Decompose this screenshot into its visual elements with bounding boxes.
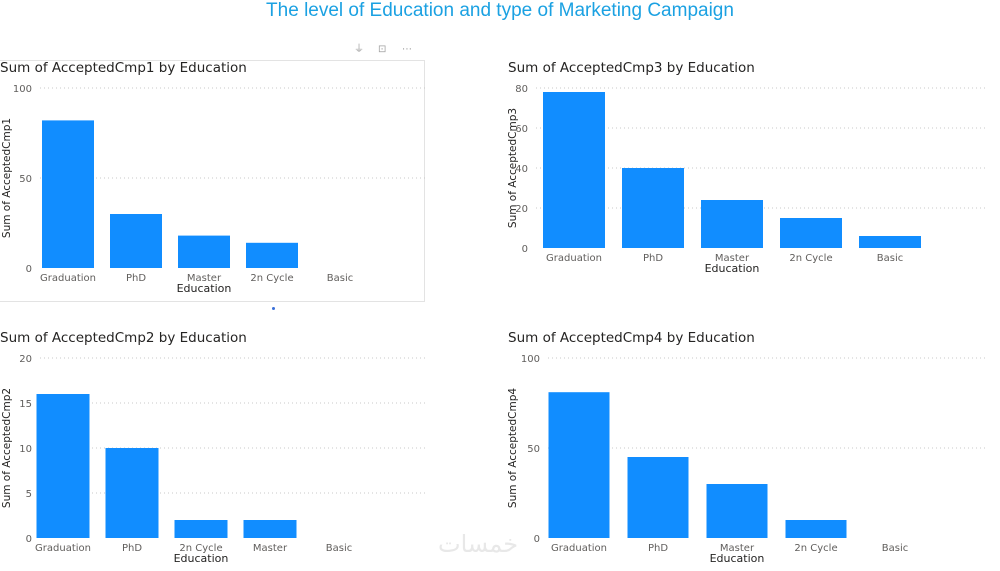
chart-title: Sum of AcceptedCmp3 by Education bbox=[508, 60, 755, 76]
y-axis-title: Sum of AcceptedCmp4 bbox=[507, 388, 519, 508]
chart-acceptedcmp2[interactable]: Sum of AcceptedCmp2 by Education 0 5 10 15 2… bbox=[0, 330, 430, 570]
x-tick-label: PhD bbox=[643, 253, 663, 264]
y-tick-label: 0 bbox=[534, 534, 540, 545]
chart-svg: 0 20 40 60 80 Graduation PhD Master 2n Cycle Basi… bbox=[507, 84, 988, 275]
bar[interactable] bbox=[105, 448, 159, 538]
bar[interactable] bbox=[706, 484, 768, 538]
x-axis-title: Education bbox=[174, 552, 229, 565]
chart-title: Sum of AcceptedCmp2 by Education bbox=[0, 330, 247, 346]
x-tick-label: Basic bbox=[882, 543, 908, 554]
chart-svg: 0 5 10 15 20 Graduation PhD 2n Cycle Master Basic… bbox=[1, 354, 425, 565]
x-tick-label: Graduation bbox=[546, 253, 602, 264]
y-tick-label: 40 bbox=[515, 164, 528, 175]
bar[interactable] bbox=[243, 520, 297, 538]
x-tick-label: Graduation bbox=[40, 273, 96, 284]
x-axis-title: Education bbox=[710, 552, 765, 565]
bar[interactable] bbox=[548, 392, 610, 538]
chart-svg: 0 50 100 Graduation PhD Master 2n Cycle Basic Ed… bbox=[507, 354, 988, 565]
page-title: The level of Education and type of Marke… bbox=[266, 0, 734, 21]
x-tick-label: 2n Cycle bbox=[250, 273, 293, 284]
y-tick-label: 50 bbox=[19, 174, 32, 185]
x-tick-label: 2n Cycle bbox=[179, 543, 222, 554]
bar[interactable] bbox=[622, 168, 684, 248]
x-tick-label: Master bbox=[720, 543, 755, 554]
x-axis-title: Education bbox=[705, 262, 760, 275]
y-tick-label: 0 bbox=[522, 244, 528, 255]
filter-icon[interactable]: ⏚ bbox=[354, 44, 364, 55]
y-tick-label: 0 bbox=[26, 534, 32, 545]
x-tick-label: PhD bbox=[648, 543, 668, 554]
y-tick-label: 10 bbox=[19, 444, 32, 455]
x-tick-label: PhD bbox=[122, 543, 142, 554]
x-tick-label: 2n Cycle bbox=[789, 253, 832, 264]
more-options-icon[interactable]: ⋯ bbox=[402, 44, 412, 55]
focus-mode-icon[interactable]: ⊡ bbox=[378, 44, 387, 55]
bar[interactable] bbox=[701, 200, 763, 248]
bar[interactable] bbox=[785, 520, 847, 538]
selected-visual-frame bbox=[0, 60, 425, 302]
y-tick-label: 100 bbox=[13, 84, 32, 95]
chart-title: Sum of AcceptedCmp1 by Education bbox=[0, 60, 247, 76]
bar[interactable] bbox=[36, 394, 90, 538]
chart-title: Sum of AcceptedCmp4 by Education bbox=[508, 330, 755, 346]
x-tick-label: Graduation bbox=[551, 543, 607, 554]
y-axis-title: Sum of AcceptedCmp3 bbox=[507, 108, 519, 228]
x-tick-label: Graduation bbox=[35, 543, 91, 554]
y-tick-label: 50 bbox=[527, 444, 540, 455]
bar[interactable] bbox=[543, 92, 605, 248]
x-tick-label: Basic bbox=[326, 543, 352, 554]
y-axis-title: Sum of AcceptedCmp1 bbox=[1, 118, 13, 238]
y-tick-label: 0 bbox=[26, 264, 32, 275]
watermark-text: خمسات bbox=[438, 530, 519, 558]
y-tick-label: 100 bbox=[521, 354, 540, 365]
y-tick-label: 80 bbox=[515, 84, 528, 95]
chart-acceptedcmp4[interactable]: Sum of AcceptedCmp4 by Education 0 50 100 G… bbox=[507, 330, 988, 570]
bar[interactable] bbox=[174, 520, 228, 538]
bar[interactable] bbox=[178, 235, 230, 268]
y-tick-label: 20 bbox=[19, 354, 32, 365]
chart-acceptedcmp1[interactable]: Sum of AcceptedCmp1 by Education 0 50 100 G… bbox=[0, 60, 430, 305]
y-axis-title: Sum of AcceptedCmp2 bbox=[1, 388, 13, 508]
x-tick-label: Master bbox=[187, 273, 222, 284]
bar[interactable] bbox=[42, 120, 94, 269]
chart-svg: 0 50 100 Graduation PhD Master 2n Cycle Basic Ed… bbox=[1, 84, 425, 295]
x-tick-label: Master bbox=[715, 253, 750, 264]
y-tick-label: 15 bbox=[19, 399, 32, 410]
x-axis-title: Education bbox=[177, 282, 232, 295]
bar[interactable] bbox=[627, 457, 689, 538]
x-tick-label: PhD bbox=[126, 273, 146, 284]
chart-acceptedcmp3[interactable]: Sum of AcceptedCmp3 by Education 0 20 40 60… bbox=[507, 60, 988, 285]
visual-header-icons: ⏚ ⊡ ⋯ bbox=[352, 44, 422, 56]
resize-handle[interactable] bbox=[272, 307, 275, 310]
bar[interactable] bbox=[859, 236, 921, 248]
bar[interactable] bbox=[780, 218, 842, 248]
x-tick-label: Master bbox=[253, 543, 288, 554]
watermark-logo: خمسات bbox=[438, 530, 563, 564]
y-tick-label: 5 bbox=[26, 489, 32, 500]
y-tick-label: 60 bbox=[515, 124, 528, 135]
bar[interactable] bbox=[110, 214, 162, 268]
y-tick-label: 20 bbox=[515, 204, 528, 215]
x-tick-label: Basic bbox=[327, 273, 353, 284]
x-tick-label: 2n Cycle bbox=[794, 543, 837, 554]
bar[interactable] bbox=[246, 242, 298, 268]
x-tick-label: Basic bbox=[877, 253, 903, 264]
